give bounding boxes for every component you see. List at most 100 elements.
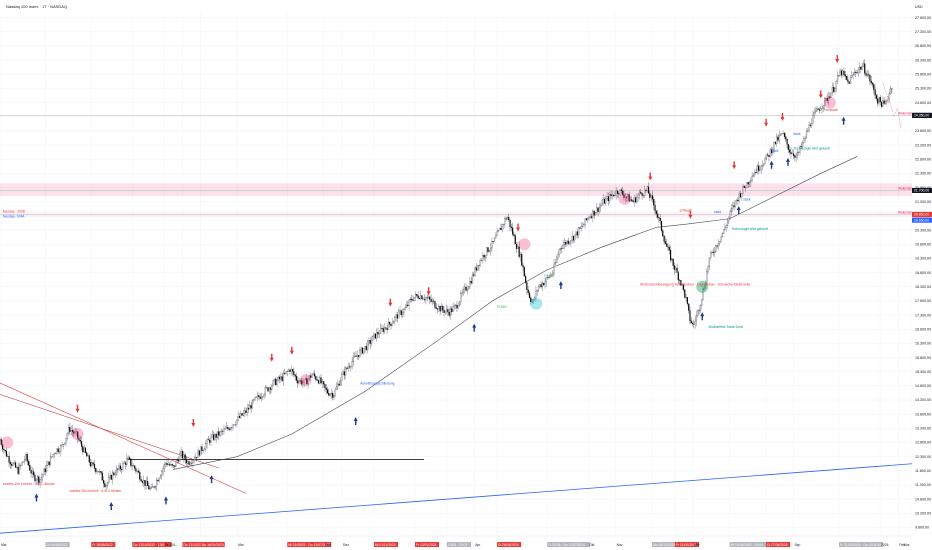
candle-body (616, 190, 619, 194)
chart-annotation-text: Technologie wird gekauft (793, 146, 829, 150)
candle-body (525, 276, 527, 283)
sell-arrow-icon (289, 346, 294, 355)
candle-body (451, 308, 453, 312)
candle-body (277, 376, 279, 381)
downtrend-line (0, 382, 247, 494)
candle-body (40, 477, 43, 480)
candle-body (574, 234, 576, 241)
candle-body (743, 185, 745, 188)
candle-body (333, 395, 335, 398)
candle-body (638, 191, 641, 196)
candle-body (493, 237, 496, 242)
candle-body (156, 480, 158, 487)
candle-body (667, 246, 669, 248)
candle-body (167, 464, 169, 466)
candle-body (725, 225, 727, 228)
sell-arrow-icon (388, 298, 393, 307)
candle-body (827, 96, 830, 101)
candle-body (500, 228, 502, 230)
candle-body (435, 307, 437, 309)
candle-body (738, 193, 740, 202)
candle-body (465, 286, 467, 291)
x-tick-label: Mi 02/04/2025 · 09/04 (731, 543, 763, 547)
candle-body (487, 247, 489, 252)
candle-body (751, 176, 753, 181)
candle-body (811, 123, 813, 126)
chart-annotation-text: schwach (825, 108, 838, 112)
time-axis[interactable]: Mai Di 16/08/2022 Fr 19/08/2022 Do 13/10/20… (0, 535, 932, 550)
candle-body (137, 470, 140, 473)
highlight-circle (1, 436, 14, 449)
candle-body (170, 463, 172, 466)
candle-body (726, 220, 729, 227)
y-tick-label: 21.300,00 (915, 200, 931, 204)
candle-body (594, 212, 597, 216)
y-tick-label: 16.800,00 (915, 327, 931, 331)
candle-body (702, 289, 704, 300)
candle-body (513, 234, 515, 236)
candle-body (682, 284, 685, 290)
candle-body (52, 454, 54, 457)
candle-body (358, 355, 360, 357)
candle-body (257, 395, 259, 398)
candle-body (796, 152, 799, 156)
highlight-circle (618, 192, 631, 205)
sell-arrow-icon (269, 353, 274, 362)
candle-body (657, 213, 659, 218)
candle-body (741, 192, 743, 198)
x-tick-label: Mai (1, 543, 7, 547)
candle-body (414, 294, 417, 298)
buy-arrow-icon (109, 502, 114, 511)
price-axis[interactable]: USD 27.800,00 27.300,00 26.800,00 26.300,00 2… (912, 0, 932, 550)
candle-body (431, 300, 433, 302)
y-tick-label: 13.800,00 (915, 412, 931, 416)
candle-body (802, 142, 804, 147)
candle-body (229, 427, 232, 431)
candle-body (814, 110, 817, 113)
candle-body (717, 243, 720, 247)
candle-body (439, 306, 441, 312)
candle-body (403, 309, 405, 314)
candle-body (29, 464, 31, 471)
candle-body (587, 218, 589, 221)
x-tick-label: Di 13/1.. (165, 543, 177, 547)
candle-body (294, 374, 296, 377)
x-tick-label: Mo 16/01/2023 (202, 543, 224, 547)
candle-body (36, 476, 39, 481)
candle-body (311, 374, 313, 378)
candle-body (343, 371, 345, 376)
candle-body (780, 134, 782, 136)
candle-body (754, 172, 756, 176)
price-tag-label: 21.700,00 (914, 189, 929, 193)
candle-body (692, 322, 694, 325)
candle-body (48, 461, 50, 465)
candle-body (556, 257, 558, 263)
candle-body (5, 450, 8, 457)
x-tick-label: Sep (794, 543, 800, 547)
candle-body (402, 312, 404, 315)
candle-body (732, 205, 734, 209)
candle-body (756, 165, 758, 173)
candle-body (549, 275, 551, 278)
candle-body (641, 193, 643, 196)
sell-arrow-icon (191, 418, 196, 427)
candle-body (176, 460, 178, 462)
candle-body (826, 97, 828, 101)
candle-body (242, 412, 244, 416)
candle-body (279, 376, 281, 380)
candle-body (74, 431, 76, 434)
candle-body (150, 487, 153, 489)
candle-body (251, 399, 254, 409)
chart-annotation-text: Aufwärtsgapschließung (360, 381, 394, 385)
candle-body (877, 98, 879, 104)
candle-body (462, 288, 465, 293)
candle-body (508, 217, 510, 221)
candle-body (515, 243, 518, 249)
candle-body (225, 427, 228, 429)
candle-body (514, 235, 516, 245)
candle-body (434, 301, 436, 308)
x-date-flag (652, 542, 677, 547)
candle-body (708, 257, 710, 268)
